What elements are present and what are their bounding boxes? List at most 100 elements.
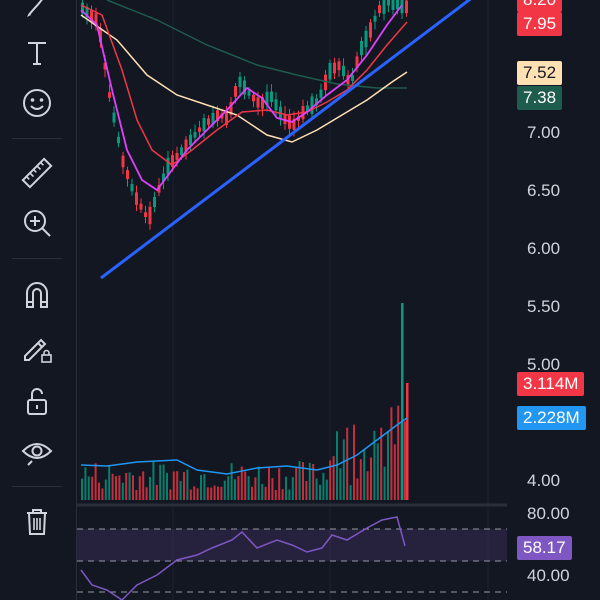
candle-body (198, 127, 201, 132)
volume-bar (274, 489, 277, 500)
volume-bar (406, 383, 409, 500)
candle-body (351, 75, 354, 81)
emoji-tool[interactable] (14, 80, 60, 126)
candle-body (166, 157, 170, 175)
candle-body (292, 118, 296, 130)
volume-bars (81, 303, 409, 500)
candle-body (85, 6, 89, 18)
candle-body (355, 56, 359, 69)
volume-bar (200, 475, 202, 500)
volume-bar (329, 460, 332, 500)
hide-tool[interactable] (14, 428, 60, 474)
toolbar-separator (12, 138, 62, 139)
ruler-icon (21, 157, 53, 189)
volume-bar (380, 427, 383, 500)
volume-bar (305, 480, 308, 500)
volume-bar (213, 485, 216, 500)
volume-bar (121, 482, 124, 500)
volume-bar (132, 475, 134, 500)
ma-long-badge: 7.38 (517, 86, 563, 110)
candle-body (193, 131, 197, 138)
candle-body (247, 90, 251, 96)
pencil-lock-icon (24, 338, 52, 363)
rsi-line (80, 516, 406, 600)
delete-tool[interactable] (14, 498, 60, 544)
candle-body (153, 196, 156, 208)
volume-bar (291, 477, 294, 500)
smiley-icon (23, 89, 51, 117)
candle-body (243, 80, 246, 95)
volume-bar (179, 481, 182, 500)
zoom-tool[interactable] (14, 200, 60, 246)
volume-bar (240, 466, 243, 500)
trendline[interactable] (100, 0, 477, 280)
magnet-tool[interactable] (14, 272, 60, 318)
volume-bar (254, 477, 257, 500)
volume-bar (176, 471, 179, 500)
volume-bar (162, 464, 165, 500)
candle-body (94, 13, 98, 27)
volume-bar (118, 475, 121, 500)
lock-all-tool[interactable] (14, 378, 60, 424)
candle-body (261, 97, 264, 109)
candle-body (333, 62, 336, 74)
volume-ma-badge: 2.228M (517, 406, 586, 430)
candle-body (108, 92, 111, 98)
volume-bar (393, 444, 396, 500)
candle-body (117, 136, 120, 144)
chart-canvas[interactable] (77, 0, 507, 600)
candle-body (211, 112, 215, 125)
volume-bar (189, 489, 192, 500)
volume-bar (172, 471, 175, 500)
candle-body (283, 113, 287, 125)
volume-bar (223, 480, 226, 500)
volume-bar (203, 474, 206, 500)
price-tick: 6.50 (527, 181, 561, 200)
price-axis[interactable]: 8.20 7.95 7.52 7.38 7.00 6.50 6.00 5.50 … (507, 0, 600, 600)
candle-body (382, 0, 386, 14)
volume-bar (401, 303, 404, 500)
candle-body (387, 0, 390, 6)
candle-body (337, 61, 341, 71)
candle-body (90, 9, 93, 23)
volume-bar (319, 484, 321, 500)
candle-body (234, 86, 237, 97)
volume-bar (108, 465, 111, 500)
volume-bar (390, 407, 393, 500)
candle-body (130, 184, 134, 192)
measure-tool[interactable] (14, 150, 60, 196)
volume-bar (387, 432, 389, 500)
ma-slow-badge: 7.52 (517, 61, 563, 85)
volume-bar (166, 472, 168, 500)
candle-body (162, 173, 165, 182)
toolbar-separator (12, 486, 62, 487)
lock-drawings-tool[interactable] (14, 325, 60, 371)
price-badge-top: 8.20 (517, 0, 563, 12)
price-tick: 5.00 (527, 355, 561, 374)
volume-bar (227, 476, 230, 500)
rsi-badge: 58.17 (517, 536, 572, 560)
volume-bar (230, 463, 233, 500)
rsi-tick: 40.00 (527, 566, 570, 585)
volume-bar (155, 484, 158, 500)
chart-grid (172, 0, 489, 600)
price-tick: 7.00 (527, 123, 561, 142)
volume-bar (193, 486, 196, 500)
volume-bar (346, 427, 349, 500)
volume-bar (149, 477, 151, 500)
candle-body (252, 94, 255, 102)
volume-bar (101, 488, 104, 500)
candle-body (180, 147, 183, 156)
volume-bar (142, 471, 145, 500)
volume-bar (128, 472, 131, 500)
candle-body (306, 105, 309, 113)
volume-bar (325, 479, 328, 500)
brush-tool[interactable] (14, 0, 60, 28)
last-price-badge: 7.95 (517, 12, 563, 36)
candle-body (373, 15, 377, 22)
text-tool[interactable] (14, 30, 60, 76)
price-tick: 6.00 (527, 239, 561, 258)
candles (81, 0, 408, 230)
volume-bar (237, 476, 240, 500)
candle-body (400, 0, 404, 14)
